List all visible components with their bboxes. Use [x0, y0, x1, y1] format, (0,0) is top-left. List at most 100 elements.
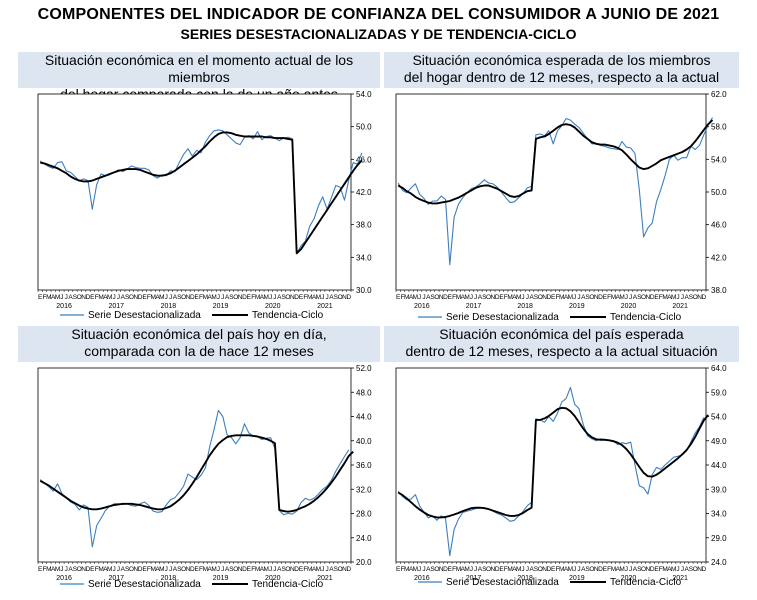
- x-month-label-1-12: E: [90, 294, 95, 301]
- x-month-label-1-43: A: [225, 294, 230, 301]
- x-month-label-4-8: S: [430, 566, 435, 573]
- x-month-label-1-59: D: [294, 294, 299, 301]
- x-month-label-2-57: O: [641, 294, 646, 301]
- x-month-label-3-4: M: [55, 566, 60, 573]
- x-month-label-1-60: E: [299, 294, 304, 301]
- x-month-label-3-15: A: [103, 566, 108, 573]
- x-month-label-4-25: F: [504, 566, 508, 573]
- x-month-label-2-12: E: [448, 294, 453, 301]
- legend-tendencia-label-4: Tendencia-Ciclo: [610, 577, 682, 588]
- tendencia-ciclo-line-3: [39, 434, 354, 513]
- panel-title-2: Situación económica esperada de los miem…: [384, 52, 739, 88]
- x-month-label-4-53: J: [625, 566, 628, 573]
- x-month-label-4-12: E: [448, 566, 453, 573]
- x-month-label-2-71: D: [701, 294, 706, 301]
- x-month-label-4-46: N: [594, 566, 599, 573]
- y-tick-label-2-3: 50.0: [711, 188, 727, 197]
- y-tick-label-4-5: 49.0: [711, 437, 727, 446]
- x-month-label-2-4: M: [413, 294, 418, 301]
- x-year-label-4-4: 2020: [621, 575, 637, 582]
- x-month-label-4-61: F: [659, 566, 663, 573]
- y-tick-label-3-3: 32.0: [356, 485, 372, 494]
- x-month-label-3-58: N: [290, 566, 295, 573]
- x-month-label-3-53: J: [269, 566, 272, 573]
- x-month-label-1-31: A: [173, 294, 178, 301]
- panel-title-2-line-2: del hogar dentro de 12 meses, respecto a…: [403, 69, 720, 85]
- x-month-label-2-24: E: [499, 294, 504, 301]
- y-tick-label-3-5: 40.0: [356, 437, 372, 446]
- x-month-label-4-47: D: [598, 566, 603, 573]
- x-month-label-4-7: A: [426, 566, 431, 573]
- y-tick-label-3-0: 20.0: [356, 558, 372, 567]
- x-month-label-2-54: J: [629, 294, 632, 301]
- x-month-label-4-59: D: [650, 566, 655, 573]
- x-month-label-1-42: J: [221, 294, 224, 301]
- x-month-label-2-8: S: [430, 294, 435, 301]
- x-month-label-3-66: J: [325, 566, 328, 573]
- x-month-label-2-1: F: [400, 294, 404, 301]
- x-month-label-1-44: S: [229, 294, 234, 301]
- x-month-label-2-33: O: [538, 294, 543, 301]
- y-tick-label-1-6: 54.0: [356, 90, 372, 99]
- x-month-label-1-50: M: [255, 294, 260, 301]
- x-year-label-1-3: 2019: [213, 303, 229, 310]
- x-month-label-3-10: N: [81, 566, 86, 573]
- y-tick-label-1-4: 46.0: [356, 155, 372, 164]
- x-month-label-2-51: A: [616, 294, 621, 301]
- x-month-label-4-22: N: [491, 566, 496, 573]
- x-year-label-1-0: 2016: [56, 303, 72, 310]
- x-month-label-2-37: F: [555, 294, 559, 301]
- x-month-label-4-27: A: [512, 566, 517, 573]
- x-month-label-4-69: O: [693, 566, 698, 573]
- x-month-label-2-13: F: [452, 294, 456, 301]
- x-month-label-4-0: E: [396, 566, 401, 573]
- x-month-label-1-45: O: [233, 294, 238, 301]
- x-month-label-4-40: M: [568, 566, 573, 573]
- x-month-label-1-5: J: [60, 294, 63, 301]
- x-month-label-1-9: O: [77, 294, 82, 301]
- x-month-label-1-67: A: [329, 294, 334, 301]
- x-month-label-3-12: E: [90, 566, 95, 573]
- y-tick-label-3-2: 28.0: [356, 510, 372, 519]
- x-month-label-1-13: F: [95, 294, 99, 301]
- legend-serie-label-1: Serie Desestacionalizada: [88, 310, 201, 321]
- x-month-label-2-53: J: [625, 294, 628, 301]
- x-month-label-1-34: N: [186, 294, 191, 301]
- x-month-label-4-60: E: [654, 566, 659, 573]
- x-month-label-4-30: J: [526, 566, 529, 573]
- y-tick-label-4-0: 24.0: [711, 558, 727, 567]
- x-month-label-3-33: O: [181, 566, 186, 573]
- x-month-label-3-36: E: [195, 566, 200, 573]
- x-month-label-4-71: D: [701, 566, 706, 573]
- x-month-label-1-28: M: [159, 294, 164, 301]
- x-month-label-1-8: S: [73, 294, 78, 301]
- x-month-label-1-19: A: [121, 294, 126, 301]
- x-month-label-3-11: D: [86, 566, 91, 573]
- serie-desestacionalizada-line-2: [397, 117, 713, 266]
- x-month-label-3-39: A: [208, 566, 213, 573]
- x-month-label-3-67: A: [329, 566, 334, 573]
- x-month-label-2-38: M: [559, 294, 564, 301]
- x-month-label-3-29: J: [165, 566, 168, 573]
- y-tick-label-2-4: 54.0: [711, 155, 727, 164]
- x-month-label-4-56: S: [637, 566, 642, 573]
- x-month-label-1-30: J: [169, 294, 172, 301]
- x-year-label-1-4: 2020: [265, 303, 281, 310]
- x-month-label-3-42: J: [221, 566, 224, 573]
- x-month-label-3-2: M: [46, 566, 51, 573]
- x-month-label-3-1: F: [43, 566, 47, 573]
- x-month-label-4-13: F: [452, 566, 456, 573]
- x-month-label-4-6: J: [422, 566, 425, 573]
- y-tick-label-4-3: 39.0: [711, 485, 727, 494]
- x-month-label-4-33: O: [538, 566, 543, 573]
- y-tick-label-4-2: 34.0: [711, 510, 727, 519]
- x-month-label-2-17: J: [470, 294, 473, 301]
- plot-area-1: [37, 93, 352, 291]
- x-month-label-2-43: A: [581, 294, 586, 301]
- x-year-label-3-1: 2017: [108, 575, 124, 582]
- x-year-label-3-3: 2019: [213, 575, 229, 582]
- x-month-label-1-16: M: [107, 294, 112, 301]
- x-month-label-3-49: F: [251, 566, 255, 573]
- y-tick-label-4-6: 54.0: [711, 413, 727, 422]
- x-month-label-3-17: J: [112, 566, 115, 573]
